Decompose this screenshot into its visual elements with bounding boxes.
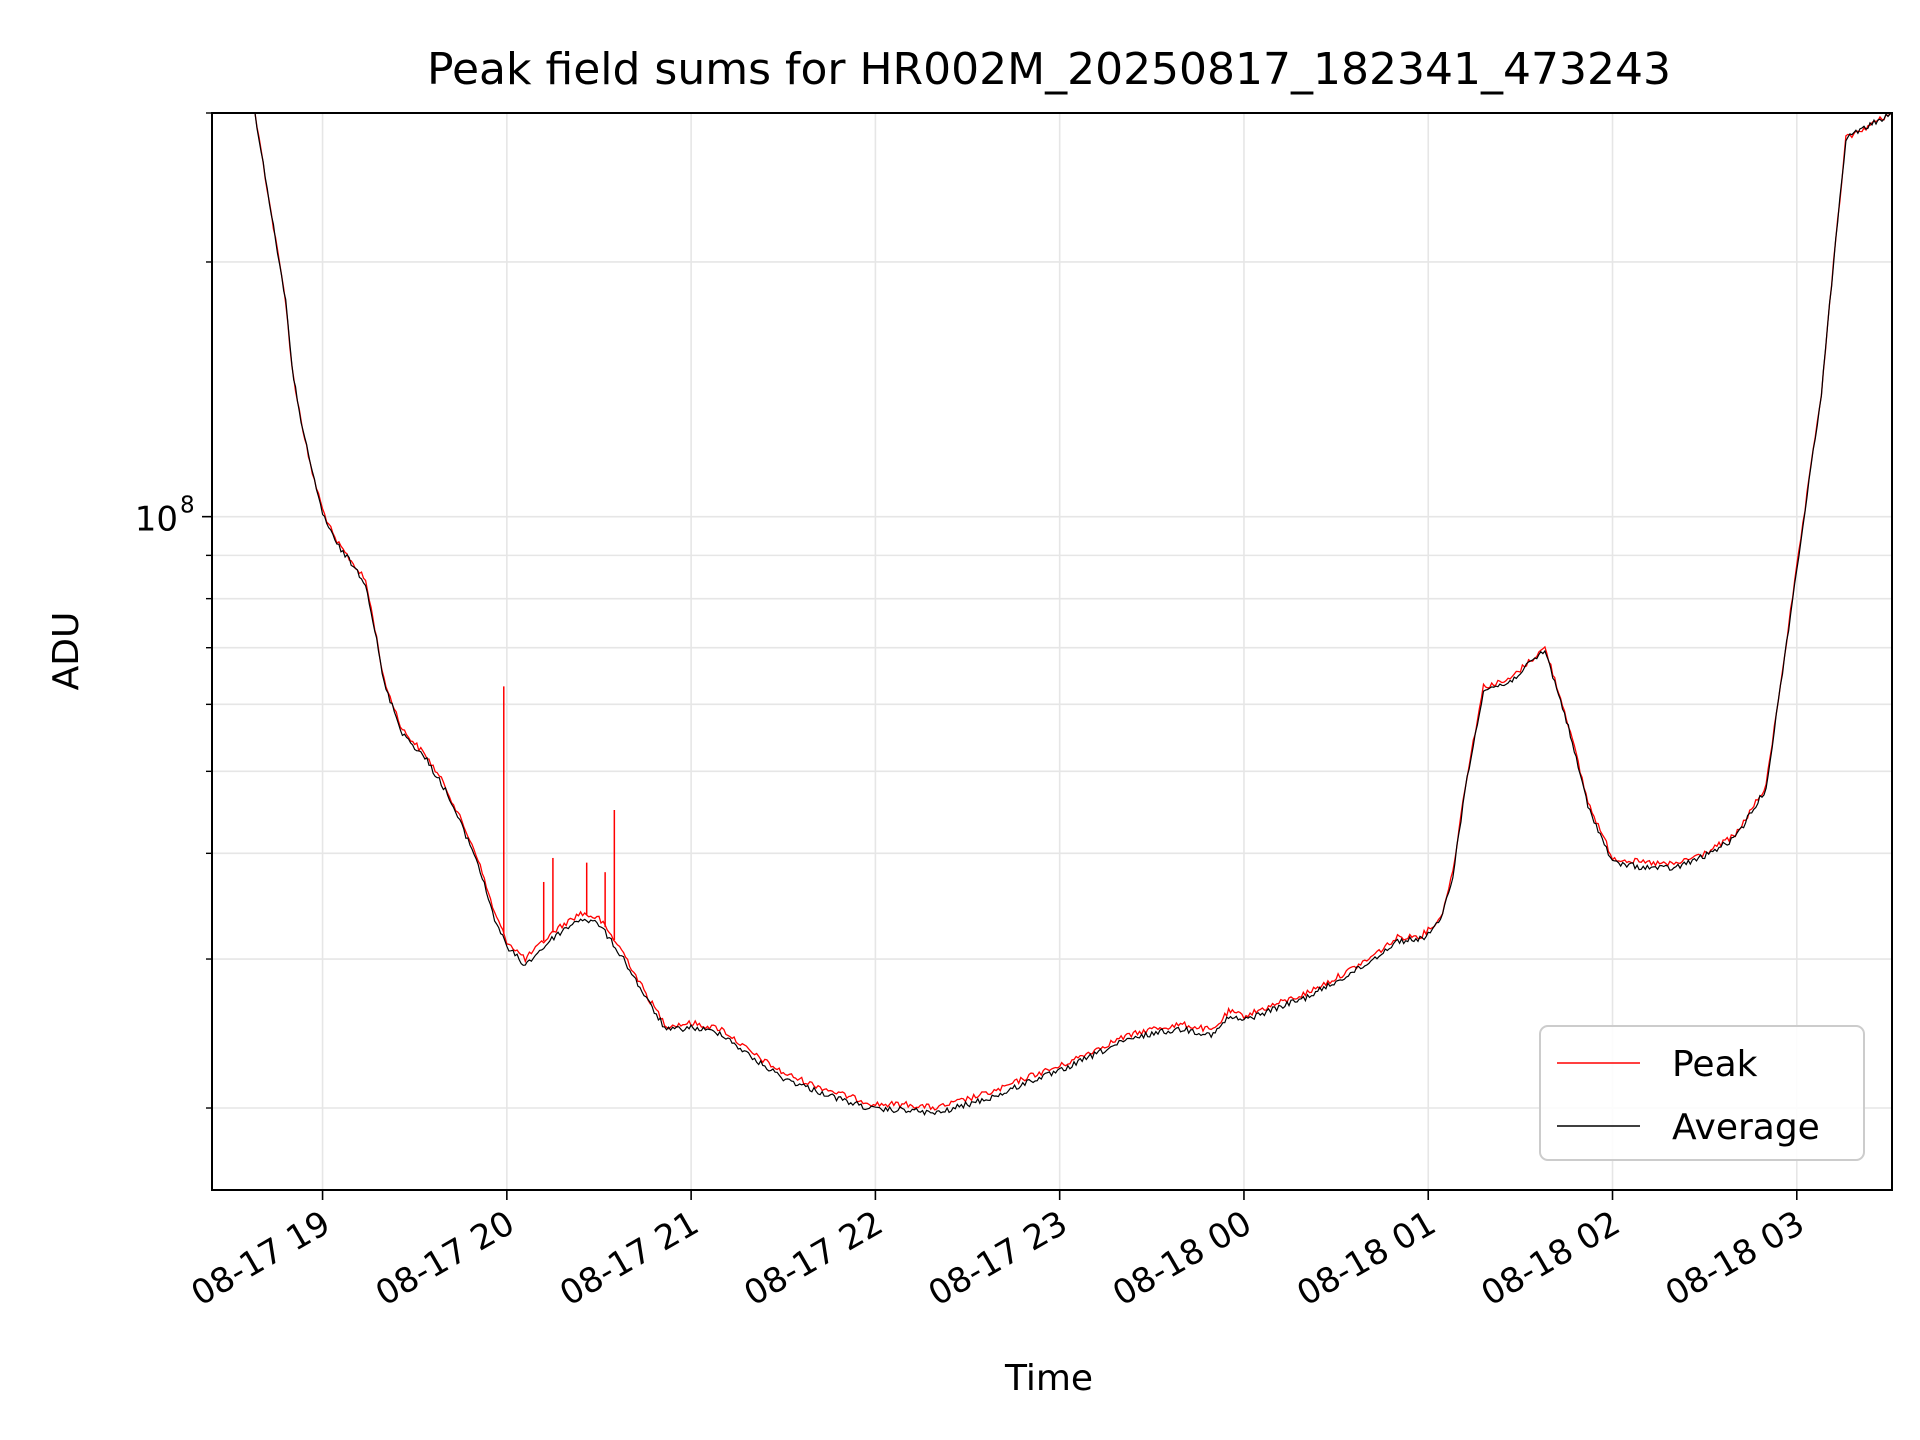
legend-label-average: Average xyxy=(1672,1107,1820,1148)
series-line-average xyxy=(212,113,1892,1116)
axes-frame xyxy=(211,112,1893,1191)
x-axis-label: Time xyxy=(1004,1358,1093,1399)
y-tick-label-base: 10 xyxy=(135,500,178,540)
y-axis-label: ADU xyxy=(46,612,87,691)
legend-label-peak: Peak xyxy=(1672,1044,1758,1085)
legend: Peak Average xyxy=(1539,1025,1865,1161)
series-line-peak xyxy=(212,113,1892,1111)
y-tick-label-exponent: 8 xyxy=(180,493,195,519)
y-axis: 10 8 xyxy=(135,112,212,1109)
series-layer xyxy=(212,113,1892,1116)
chart-title: Peak field sums for HR002M_20250817_1823… xyxy=(427,44,1671,95)
